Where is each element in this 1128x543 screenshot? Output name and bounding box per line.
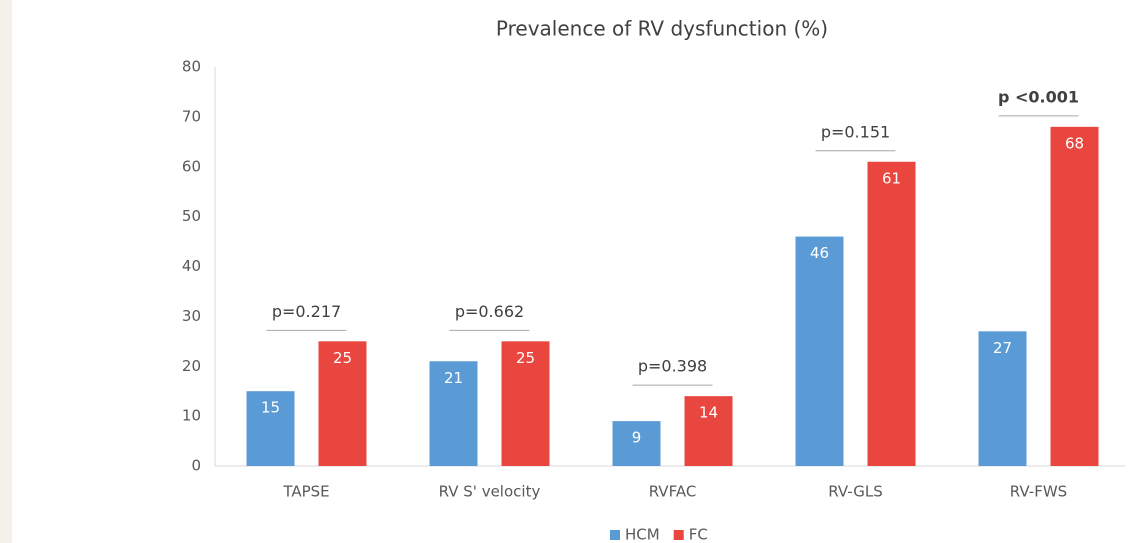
value-label: 25 [333,349,352,367]
legend-label: FC [689,526,708,543]
value-label: 14 [699,404,718,422]
bar [867,161,916,466]
bar [501,341,550,466]
y-tick-label: 20 [182,357,201,375]
annotation: p=0.662 [455,302,524,321]
y-tick-label: 80 [182,58,201,76]
value-label: 61 [882,169,901,187]
bar [978,331,1027,466]
value-label: 25 [516,349,535,367]
bar [1050,126,1099,466]
value-label: 68 [1065,134,1084,152]
bar [612,421,661,466]
y-tick-label: 50 [182,207,201,225]
x-tick-label: TAPSE [282,483,329,501]
x-tick-label: RV S' velocity [439,483,541,501]
y-tick-label: 0 [191,457,201,475]
value-label: 27 [993,339,1012,357]
bar [429,361,478,466]
bar [684,396,733,466]
value-label: 15 [261,399,280,417]
y-tick-label: 60 [182,157,201,175]
bar [318,341,367,466]
chart-title: Prevalence of RV dysfunction (%) [496,17,828,41]
chart-area [12,0,1128,543]
legend-label: HCM [625,526,660,543]
bar [795,236,844,466]
x-tick-label: RV-FWS [1010,483,1067,501]
value-label: 9 [632,429,642,447]
y-tick-label: 40 [182,257,201,275]
y-tick-label: 10 [182,407,201,425]
annotation: p=0.151 [821,122,890,141]
y-tick-label: 70 [182,107,201,125]
y-tick-label: 30 [182,307,201,325]
annotation: p <0.001 [998,87,1079,106]
value-label: 46 [810,244,829,262]
legend-swatch [610,530,620,540]
annotation: p=0.398 [638,357,707,376]
x-tick-label: RV-GLS [828,483,882,501]
legend-swatch [673,530,684,540]
x-tick-label: RVFAC [649,483,697,501]
value-label: 21 [444,369,463,387]
bar [246,391,295,466]
annotation: p=0.217 [272,302,341,321]
